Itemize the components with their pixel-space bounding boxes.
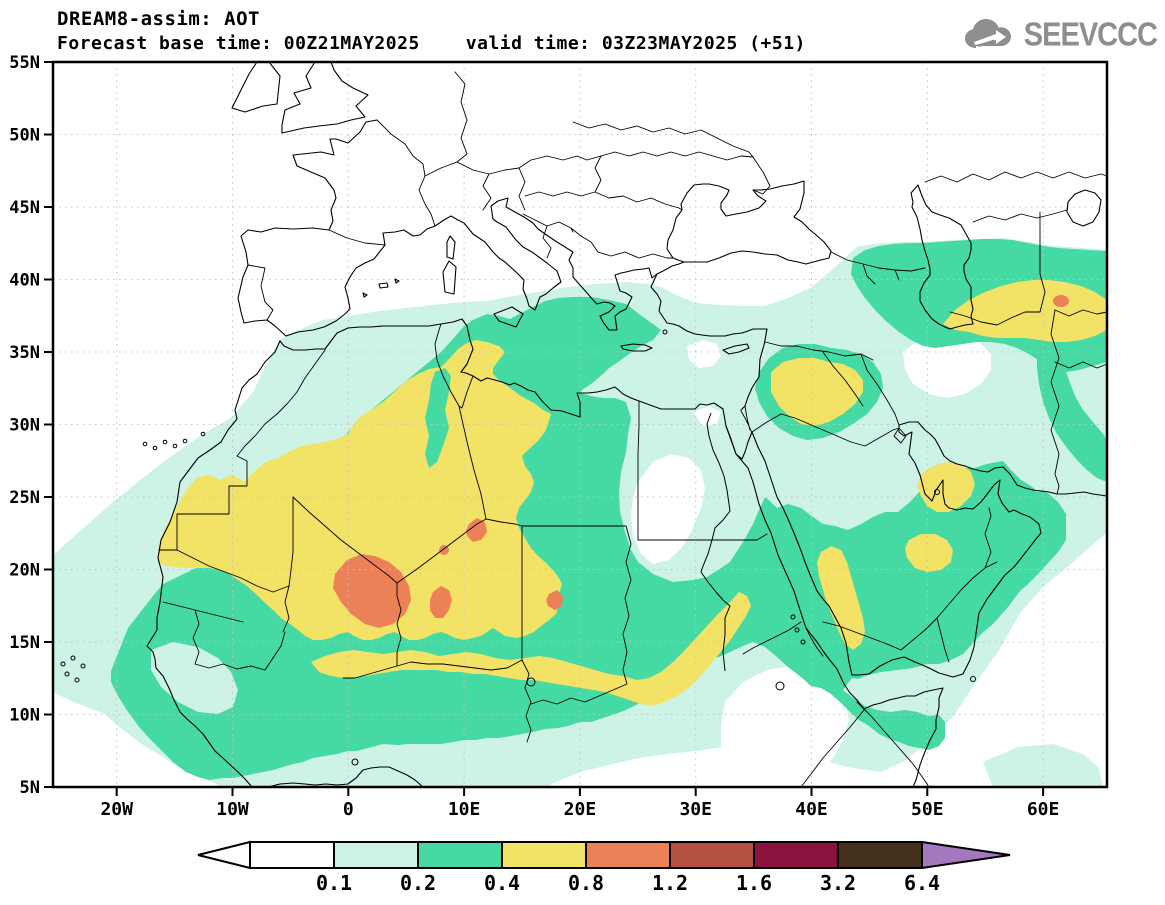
- legend-box: [753, 841, 839, 869]
- plot-subtitle: Forecast base time: 00Z21MAY2025 valid ti…: [57, 33, 806, 54]
- cloud-logo-icon: [964, 19, 1011, 48]
- islands-and-rivers: [60, 329, 976, 766]
- axis-tick-labels: 55N 50N 45N 40N 35N 30N 25N 20N 15N 10N 5N 20W 10W 0 1…: [9, 53, 1059, 820]
- lon-tick-label: 20E: [564, 799, 597, 820]
- legend-value-label: 3.2: [820, 871, 856, 895]
- lon-tick-label: 60E: [1027, 799, 1060, 820]
- legend-left-arrow: [197, 840, 251, 870]
- lat-tick-label: 55N: [9, 53, 40, 73]
- lat-tick-label: 15N: [9, 633, 40, 653]
- graticule: [53, 62, 1107, 787]
- lon-tick-label: 30E: [679, 799, 712, 820]
- lon-tick-label: 0: [343, 799, 354, 820]
- legend-value-label: 0.2: [400, 871, 436, 895]
- title-block: DREAM8-assim: AOT Forecast base time: 00…: [57, 8, 806, 54]
- legend-value-label: 6.4: [904, 871, 940, 895]
- lon-tick-label: 50E: [911, 799, 944, 820]
- valid-time: valid time: 03Z23MAY2025 (+51): [465, 33, 806, 54]
- lat-tick-label: 5N: [20, 778, 40, 798]
- legend-box: [585, 841, 671, 869]
- seevccc-logo: SEEVCCC: [960, 14, 1158, 56]
- legend-box: [417, 841, 503, 869]
- lon-tick-label: 10E: [448, 799, 481, 820]
- forecast-base-time: Forecast base time: 00Z21MAY2025: [57, 33, 420, 54]
- lon-tick-label: 10W: [216, 799, 249, 820]
- logo-text: SEEVCCC: [1023, 16, 1158, 53]
- color-scale-legend: 0.1 0.2 0.4 0.8 1.2 1.6 3.2 6.4: [197, 840, 1011, 895]
- aot-below-0p1-holes: [631, 332, 991, 787]
- lat-tick-label: 40N: [9, 271, 40, 291]
- legend-box: [837, 841, 923, 869]
- country-borders: [158, 71, 1108, 788]
- legend-value-label: 0.4: [484, 871, 520, 895]
- plot-title: DREAM8-assim: AOT: [57, 8, 260, 30]
- lat-tick-label: 25N: [9, 488, 40, 508]
- lat-tick-label: 45N: [9, 198, 40, 218]
- lat-tick-label: 50N: [9, 126, 40, 146]
- legend-box: [669, 841, 755, 869]
- legend-value-label: 1.6: [736, 871, 772, 895]
- legend-box: [333, 841, 419, 869]
- contour-0p8: [333, 295, 1069, 628]
- axis-ticks: [44, 61, 1045, 796]
- lon-tick-label: 40E: [795, 799, 828, 820]
- lat-tick-label: 20N: [9, 561, 40, 581]
- lat-tick-label: 35N: [9, 343, 40, 363]
- legend-box: [249, 841, 335, 869]
- lat-tick-label: 30N: [9, 416, 40, 436]
- legend-right-arrow: [921, 840, 1011, 870]
- legend-box: [501, 841, 587, 869]
- legend-value-label: 0.1: [316, 871, 352, 895]
- legend-value-label: 1.2: [652, 871, 688, 895]
- legend-value-label: 0.8: [568, 871, 604, 895]
- coastlines: [146, 61, 1108, 788]
- lat-tick-label: 10N: [9, 706, 40, 726]
- lon-tick-label: 20W: [100, 799, 133, 820]
- map-area: [51, 60, 1109, 789]
